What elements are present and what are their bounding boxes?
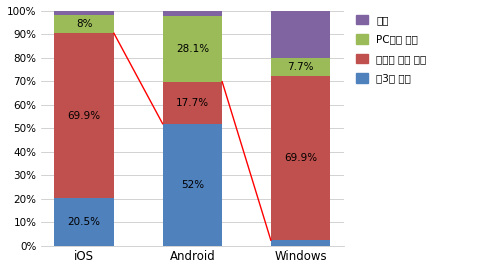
Bar bbox=[271, 58, 330, 76]
Bar bbox=[271, 76, 330, 240]
Text: 52%: 52% bbox=[181, 180, 204, 190]
Bar bbox=[54, 33, 114, 198]
Text: 8%: 8% bbox=[76, 19, 92, 29]
Bar bbox=[271, 240, 330, 246]
Bar bbox=[163, 82, 222, 124]
Text: 28.1%: 28.1% bbox=[176, 44, 209, 54]
Bar bbox=[54, 198, 114, 246]
Bar bbox=[163, 11, 222, 16]
Text: 17.7%: 17.7% bbox=[176, 98, 209, 108]
Bar bbox=[271, 11, 330, 58]
Text: 7.7%: 7.7% bbox=[287, 62, 314, 72]
Bar bbox=[163, 124, 222, 246]
Legend: 기타, PC에서 다운, 시스템 자체 마켓, 제3자 마켓: 기타, PC에서 다운, 시스템 자체 마켓, 제3자 마켓 bbox=[352, 11, 430, 87]
Bar bbox=[54, 11, 114, 15]
Text: 69.9%: 69.9% bbox=[67, 111, 101, 121]
Bar bbox=[163, 16, 222, 82]
Text: 20.5%: 20.5% bbox=[68, 217, 101, 227]
Bar bbox=[54, 15, 114, 33]
Text: 69.9%: 69.9% bbox=[284, 153, 317, 163]
